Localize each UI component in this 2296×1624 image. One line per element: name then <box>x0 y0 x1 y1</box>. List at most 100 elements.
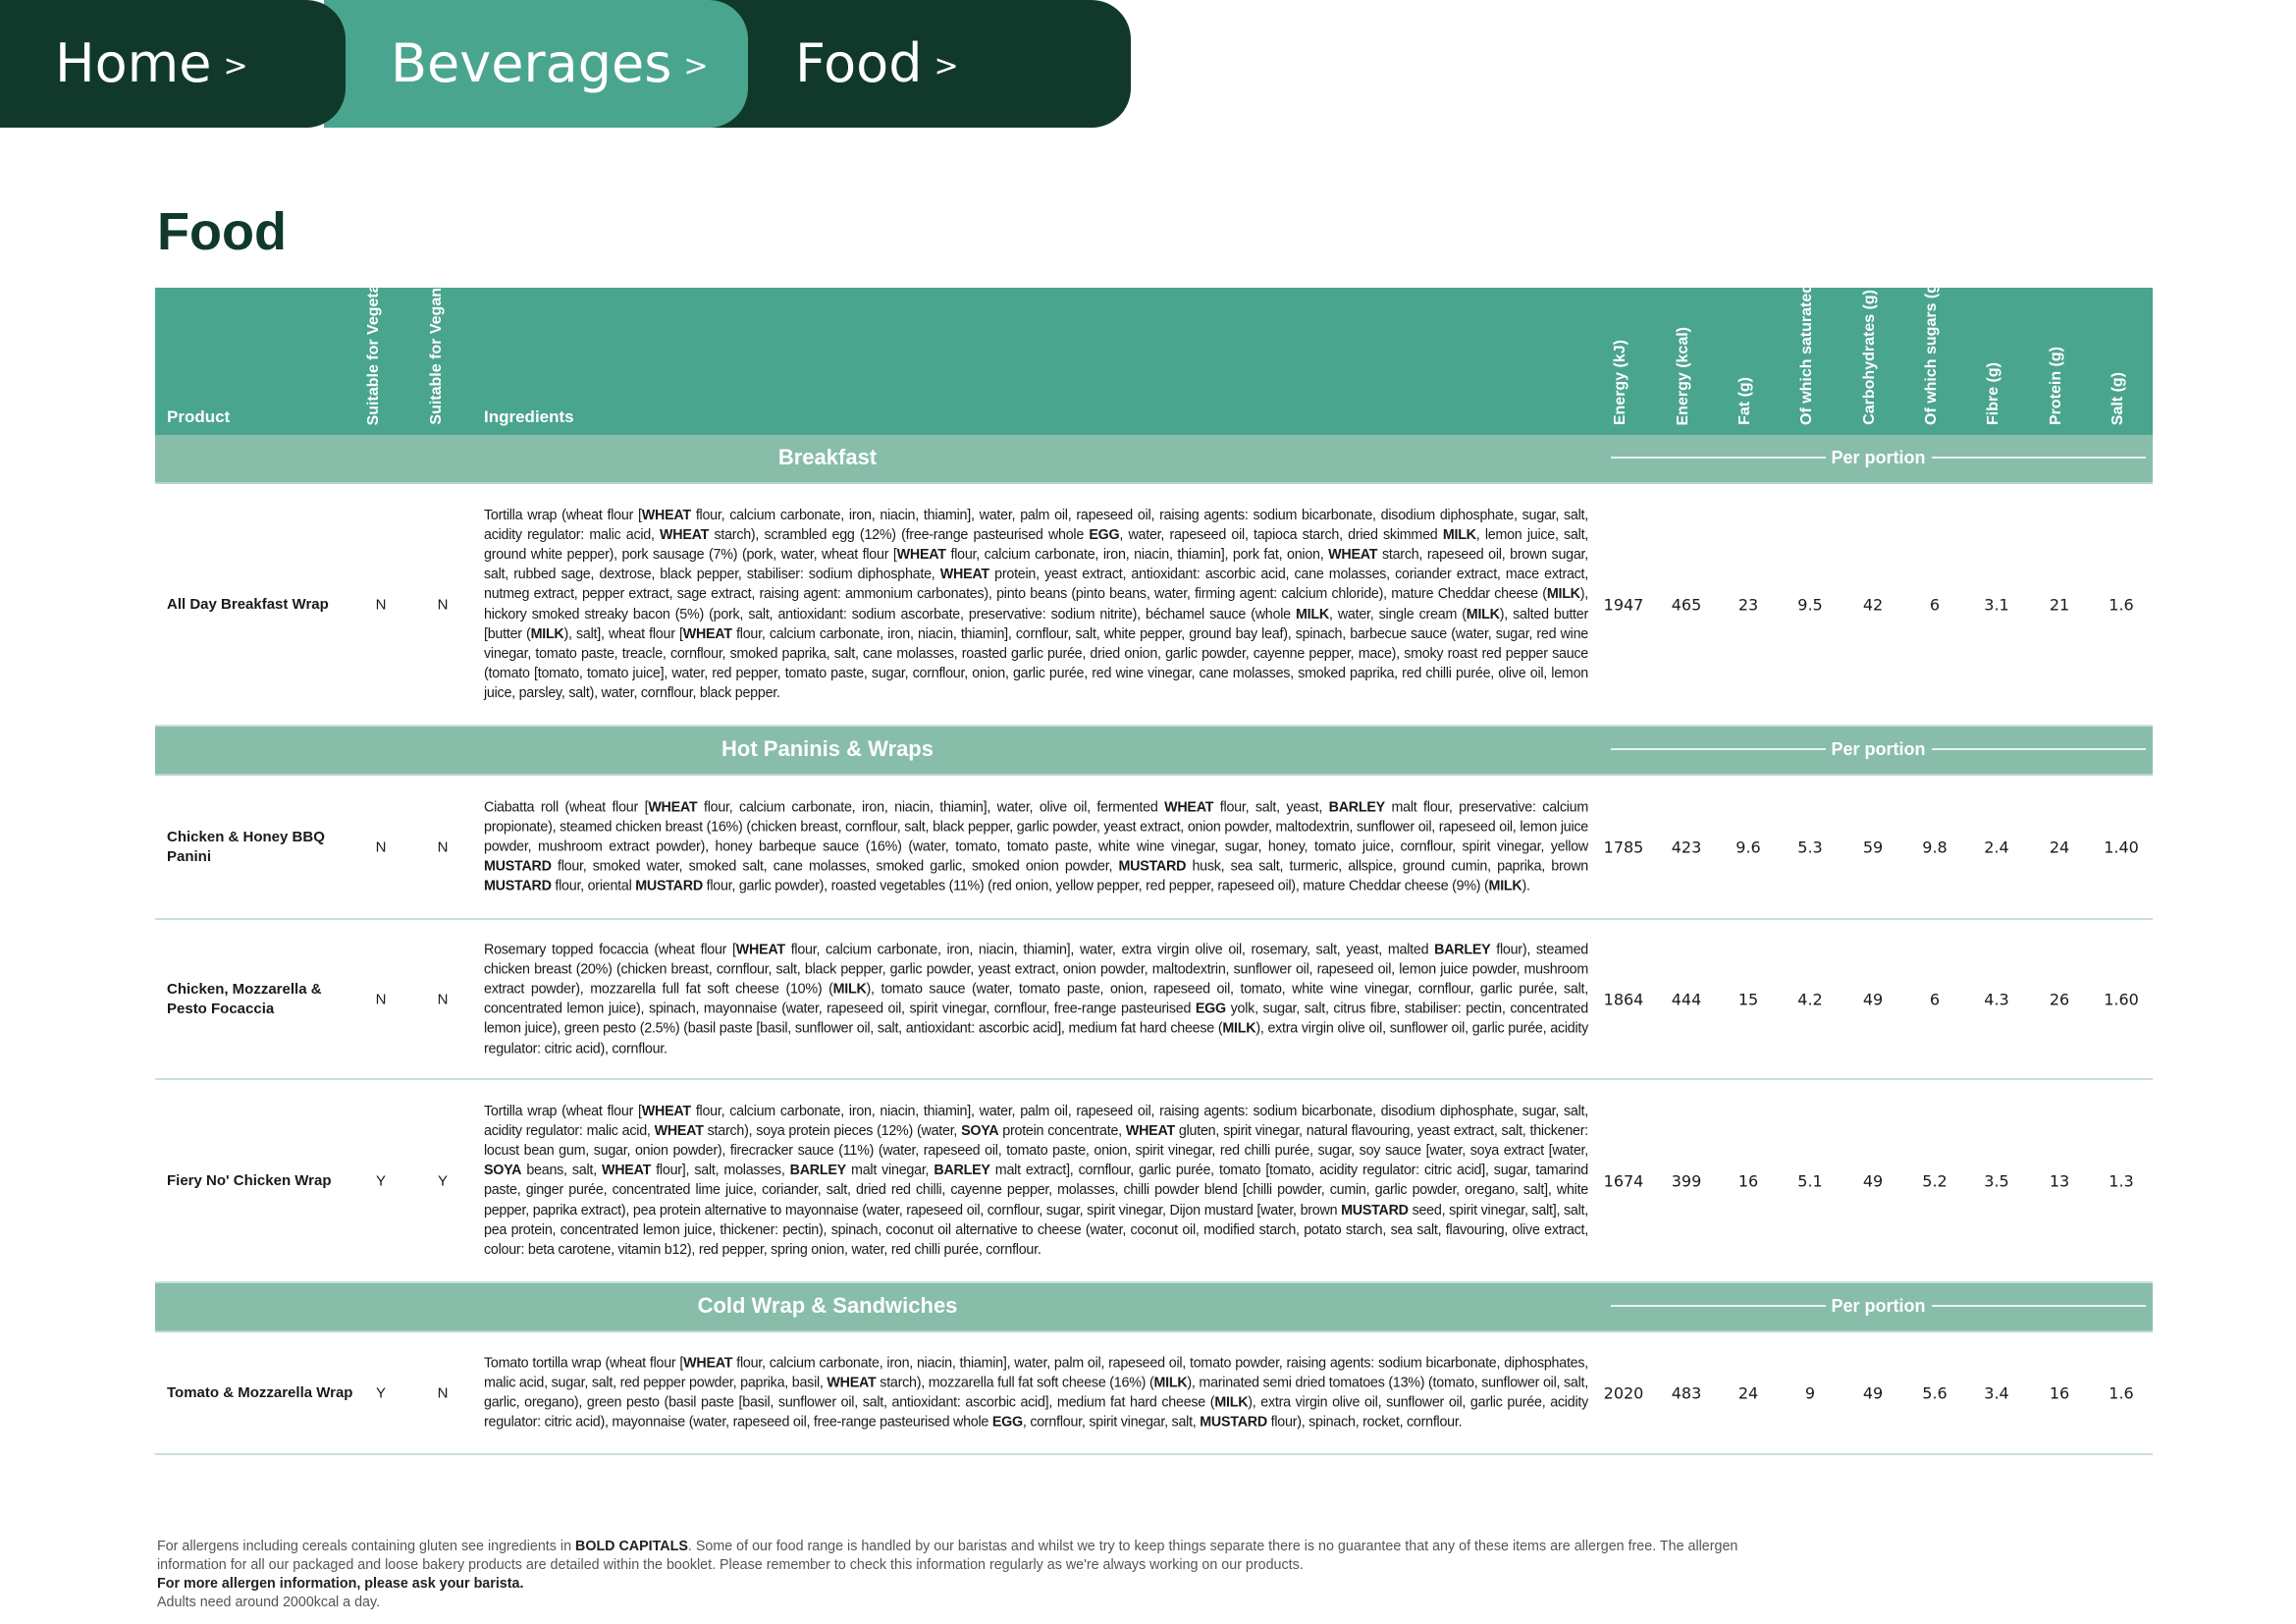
ingredients-text: Tomato tortilla wrap (wheat flour [WHEAT… <box>484 1353 1588 1433</box>
table-row: All Day Breakfast Wrap N N Tortilla wrap… <box>155 484 2153 727</box>
ingredient-text: malt flour, preservative: calcium propio… <box>484 798 1589 855</box>
allergen-text: MUSTARD <box>635 878 703 894</box>
allergen-text: WHEAT <box>939 567 989 583</box>
section-header: Cold Wrap & Sandwiches Per portion <box>155 1283 2153 1332</box>
allergen-text: WHEAT <box>735 941 785 957</box>
allergen-text: MUSTARD <box>484 878 552 894</box>
allergen-text: MILK <box>530 625 564 642</box>
header-nutrient: Protein (g) <box>2048 347 2064 425</box>
divider <box>1931 1305 2147 1307</box>
ingredient-text: flour, oriental <box>551 878 636 894</box>
allergen-text: BARLEY <box>934 1163 990 1179</box>
ingredient-text: , water, rapeseed oil, tapioca starch, d… <box>1119 526 1443 543</box>
nutrient-value: 3.4 <box>1984 1383 2009 1402</box>
product-name: Fiery No' Chicken Wrap <box>167 1171 332 1189</box>
nav-tab-beverages[interactable]: Beverages > <box>324 0 748 128</box>
header-product: Product <box>167 407 231 426</box>
allergen-text: MILK <box>1466 606 1500 623</box>
nav-tab-label: Beverages <box>391 32 672 94</box>
nutrient-value: 9.5 <box>1797 595 1823 614</box>
ingredient-text: Tomato tortilla wrap (wheat flour [ <box>484 1355 684 1372</box>
ingredient-text: ). <box>1522 878 1530 894</box>
header-nutrient: Fibre (g) <box>1985 362 2002 425</box>
ingredient-text: starch), mozzarella full fat soft cheese… <box>876 1375 1154 1391</box>
ingredient-text: protein, yeast extract, antioxidant: asc… <box>484 567 1588 603</box>
ingredient-text: Tortilla wrap (wheat flour [ <box>484 507 642 523</box>
ingredient-text: protein concentrate, <box>998 1122 1126 1139</box>
nav-tab-food[interactable]: Food > <box>687 0 1131 128</box>
allergen-text: WHEAT <box>648 798 698 815</box>
per-portion-text: Per portion <box>1831 738 1926 759</box>
nav-tab-home[interactable]: Home > <box>0 0 346 128</box>
allergen-text: WHEAT <box>896 546 946 563</box>
ingredient-text: flour), steamed chicken breast (20%) (ch… <box>484 941 1588 998</box>
allergen-text: WHEAT <box>1328 546 1378 563</box>
ingredient-text: ), marinated semi dried tomatoes (13%) (… <box>484 1375 1588 1411</box>
divider <box>1611 1305 1826 1307</box>
section-name: Breakfast <box>777 445 878 469</box>
ingredient-text: flour, calcium carbonate, iron, niacin, … <box>784 941 1435 957</box>
allergen-text: BOLD CAPITALS <box>575 1539 688 1554</box>
nutrient-value: 1785 <box>1603 838 1644 856</box>
ingredient-text: , lemon juice, salt, ground white pepper… <box>484 526 1589 563</box>
allergen-text: WHEAT <box>682 625 732 642</box>
allergen-text: WHEAT <box>660 526 710 543</box>
nutrient-value: 24 <box>2049 838 2070 856</box>
nutrient-value: 1947 <box>1603 595 1644 614</box>
nutrient-value: 423 <box>1671 838 1702 856</box>
allergen-text: MILK <box>1295 606 1329 623</box>
chevron-right-icon: > <box>223 49 248 84</box>
nutrient-value: 42 <box>1862 595 1884 614</box>
vegan-flag: N <box>437 991 449 1007</box>
header-nutrient: Energy (kcal) <box>1675 326 1691 425</box>
ingredients-text: Tortilla wrap (wheat flour [WHEAT flour,… <box>484 505 1588 703</box>
divider <box>1931 457 2147 459</box>
nutrient-value: 9 <box>1804 1383 1816 1402</box>
kcal-note: Adults need around 2000kcal a day. <box>157 1595 381 1610</box>
ingredient-text: starch), scrambled egg (12%) (free-range… <box>709 526 1090 543</box>
table-row: Tomato & Mozzarella Wrap Y N Tomato tort… <box>155 1332 2153 1455</box>
page-title: Food <box>157 202 287 261</box>
ingredient-text: flour, salt, yeast, <box>1213 798 1329 815</box>
header-nutrient: Of which saturated (g) <box>1798 259 1815 425</box>
ingredient-text: yolk, sugar, salt, citrus fibre, stabili… <box>484 1001 1588 1037</box>
divider <box>1931 748 2147 750</box>
nutrient-value: 49 <box>1862 990 1884 1008</box>
ingredient-text: , cornflour, spirit vinegar, salt, <box>1022 1414 1201 1431</box>
barista-note: For more allergen information, please as… <box>157 1576 524 1592</box>
nutrient-value: 465 <box>1671 595 1702 614</box>
nutrient-value: 399 <box>1671 1171 1702 1190</box>
allergen-text: WHEAT <box>641 507 691 523</box>
ingredient-text: flour, calcium carbonate, iron, niacin, … <box>484 1103 1589 1139</box>
nutrient-value: 1864 <box>1603 990 1644 1008</box>
per-portion-label: Per portion <box>1611 738 2147 760</box>
nutrient-value: 59 <box>1862 838 1884 856</box>
ingredient-text: gluten, spirit vinegar, natural flavouri… <box>484 1122 1588 1160</box>
nutrient-value: 5.2 <box>1922 1171 1948 1190</box>
allergen-text: WHEAT <box>654 1122 704 1139</box>
footer-notes: For allergens including cereals containi… <box>157 1538 1747 1612</box>
ingredients-text: Tortilla wrap (wheat flour [WHEAT flour,… <box>484 1102 1588 1261</box>
allergen-text: MILK <box>1214 1394 1249 1411</box>
header-vegetarian: Suitable for Vegetarian <box>365 254 382 425</box>
nav-tab-label: Home <box>55 32 212 94</box>
ingredient-text: flour, calcium carbonate, iron, niacin, … <box>484 507 1589 543</box>
nutrient-value: 483 <box>1671 1383 1702 1402</box>
allergen-text: WHEAT <box>641 1103 691 1119</box>
vegan-flag: N <box>437 1384 449 1401</box>
per-portion-text: Per portion <box>1831 1295 1926 1316</box>
table-row: Fiery No' Chicken Wrap Y Y Tortilla wrap… <box>155 1080 2153 1283</box>
ingredient-text: flour, garlic powder), roasted vegetable… <box>702 878 1489 894</box>
section-name: Hot Paninis & Wraps <box>721 736 934 761</box>
allergen-text: MUSTARD <box>1200 1414 1267 1431</box>
ingredient-text: ), salt], wheat flour [ <box>563 625 683 642</box>
allergen-text: WHEAT <box>1164 798 1214 815</box>
ingredient-text: . Some of our food range is handled by o… <box>157 1539 1738 1573</box>
ingredient-text: beans, salt, <box>521 1163 602 1179</box>
ingredient-text: flour, smoked water, smoked salt, cane m… <box>551 858 1119 875</box>
ingredient-text: flour), spinach, rocket, cornflour. <box>1266 1414 1463 1431</box>
nutrient-value: 21 <box>2049 595 2070 614</box>
nutrient-value: 4.3 <box>1984 990 2009 1008</box>
divider <box>1611 748 1826 750</box>
nutrient-value: 16 <box>1737 1171 1759 1190</box>
